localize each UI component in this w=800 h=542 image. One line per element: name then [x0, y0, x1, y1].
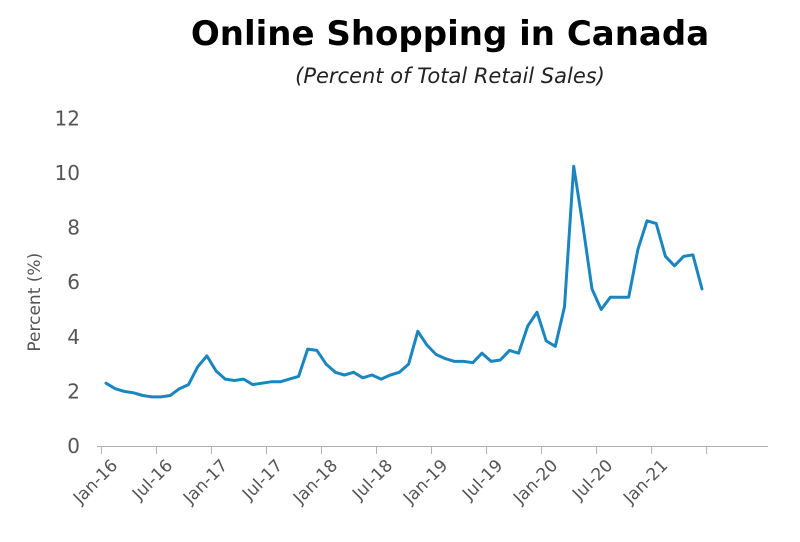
y-axis-title: Percent (%)	[25, 253, 45, 352]
x-tick-label: Jul-20	[568, 456, 617, 505]
x-tick-label: Jul-18	[348, 456, 397, 505]
y-tick-label: 8	[67, 216, 80, 240]
y-tick-label: 4	[67, 325, 80, 349]
x-tick-label: Jan-21	[619, 456, 672, 509]
series-layer	[104, 164, 704, 399]
chart-title: Online Shopping in Canada	[190, 14, 710, 54]
y-tick-label: 12	[55, 106, 80, 130]
x-tick-label: Jul-17	[238, 456, 287, 505]
y-tick-label: 2	[67, 379, 80, 403]
x-axis: Jan-16 Jul-16 Jan-17 Jul-17 Jan-18 Jul-18 Jan-…	[69, 446, 768, 509]
x-tick-label: Jan-16	[69, 456, 122, 509]
x-tick-label: Jan-17	[179, 456, 232, 509]
y-tick-label: 6	[67, 270, 80, 294]
x-tick-label: Jul-16	[128, 456, 177, 505]
chart-subtitle: (Percent of Total Retail Sales)	[295, 64, 605, 88]
series-line	[104, 164, 704, 399]
y-tick-label: 0	[67, 434, 80, 458]
x-tick-label: Jul-19	[458, 456, 507, 505]
x-tick-label: Jan-20	[509, 456, 562, 509]
x-tick-label: Jan-18	[289, 456, 342, 509]
y-axis: 0 2 4 6 8 10 12	[55, 106, 80, 458]
y-tick-label: 10	[55, 161, 80, 185]
x-tick-label: Jan-19	[399, 456, 452, 509]
